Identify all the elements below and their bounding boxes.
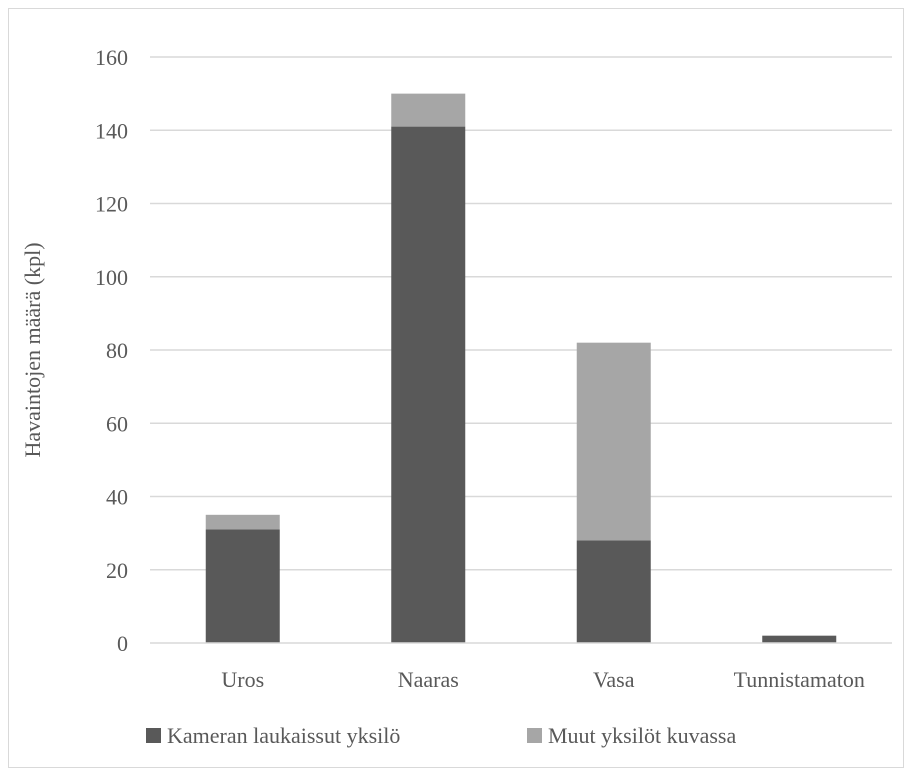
x-category-label: Vasa	[593, 667, 635, 692]
legend-swatch	[527, 728, 542, 743]
legend-label: Kameran laukaissut yksilö	[167, 723, 400, 748]
legend-swatch	[146, 728, 161, 743]
gridlines	[150, 56, 892, 571]
bars	[205, 93, 837, 643]
y-tick-label: 20	[106, 558, 128, 583]
y-tick-label: 40	[106, 485, 128, 510]
y-tick-label: 140	[95, 118, 128, 143]
x-category-label: Naaras	[398, 667, 459, 692]
bar-tunnistamaton-series-1	[762, 635, 837, 643]
bar-vasa-series-2	[576, 342, 651, 541]
y-tick-label: 0	[117, 631, 128, 656]
x-category-label: Tunnistamaton	[734, 667, 865, 692]
bar-vasa-series-1	[576, 540, 651, 643]
y-tick-label: 80	[106, 338, 128, 363]
x-axis-categories: Uros Naaras Vasa Tunnistamaton	[221, 667, 865, 692]
y-axis-ticks: 0 20 40 60 80 100 120 140 160	[95, 45, 128, 656]
legend-label: Muut yksilöt kuvassa	[548, 723, 736, 748]
x-category-label: Uros	[221, 667, 264, 692]
y-tick-label: 160	[95, 45, 128, 70]
bar-uros-series-2	[205, 514, 280, 530]
y-tick-label: 60	[106, 411, 128, 436]
bar-uros-series-1	[205, 529, 280, 643]
y-axis-label: Havaintojen määrä (kpl)	[20, 242, 45, 457]
bar-naaras-series-1	[391, 126, 466, 643]
bar-naaras-series-2	[391, 93, 466, 127]
y-tick-label: 100	[95, 265, 128, 290]
y-tick-label: 120	[95, 192, 128, 217]
legend: Kameran laukaissut yksilö Muut yksilöt ku…	[146, 723, 736, 748]
